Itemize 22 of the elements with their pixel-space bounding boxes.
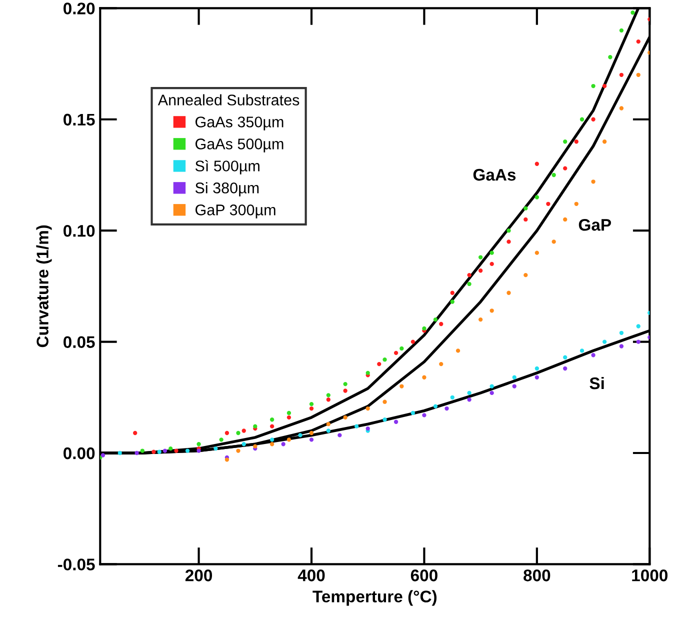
x-axis-title: Temperture (°C)	[312, 590, 437, 606]
annotation: GaAs	[473, 168, 516, 181]
x-tick-label: 600	[410, 570, 438, 582]
y-tick-label: 0.10	[64, 224, 95, 237]
y-tick-label: -0.05	[58, 558, 95, 570]
legend-label: GaAs 500µm	[196, 138, 284, 152]
legend-title: Annealed Substrates	[158, 94, 300, 106]
x-tick-label: 1000	[632, 570, 668, 582]
x-tick-label: 200	[185, 570, 212, 582]
y-tick-label: 0.20	[64, 2, 95, 14]
y-tick-label: 0.05	[64, 336, 95, 348]
y-tick-label: 0.15	[64, 114, 95, 126]
legend-label: GaP 300µm	[196, 204, 276, 218]
annotation: Si	[590, 376, 604, 390]
y-axis-title: Curvature (1/m)	[36, 225, 52, 348]
annotation: GaP	[578, 218, 611, 231]
legend-label: Si 380µm	[195, 182, 259, 196]
x-tick-label: 400	[298, 570, 325, 582]
legend-label: Sì 500µm	[195, 160, 260, 174]
legend-label: GaAs 350µm	[196, 116, 284, 130]
y-tick-label: 0.00	[64, 447, 95, 460]
x-tick-label: 800	[524, 570, 550, 582]
